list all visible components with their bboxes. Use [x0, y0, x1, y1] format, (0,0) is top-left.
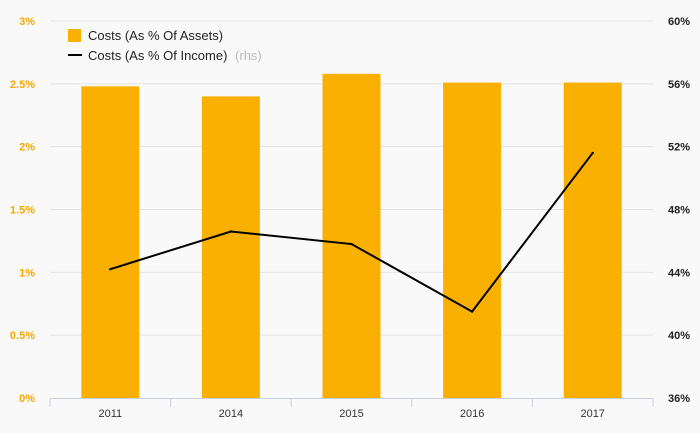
axes: 2011 2014 2015 2016 2017 0% 0.5% 1% 1.5% 2% 2.5% 3%…	[10, 16, 690, 420]
legend-swatch-bar	[68, 29, 81, 42]
x-tick-label: 2017	[580, 408, 604, 420]
bar-series	[81, 73, 622, 399]
bar	[322, 73, 381, 398]
line-point	[591, 151, 594, 155]
legend-label-line-suffix: (rhs)	[235, 48, 262, 63]
left-tick-label: 2%	[19, 142, 35, 154]
right-tick-label: 48%	[668, 205, 690, 217]
x-tick-label: 2016	[460, 408, 484, 420]
bar	[201, 96, 260, 399]
left-tick-label: 3%	[19, 16, 35, 28]
right-tick-label: 44%	[668, 267, 690, 279]
bar	[563, 82, 622, 399]
right-tick-label: 36%	[668, 393, 690, 405]
right-tick-label: 52%	[668, 142, 690, 154]
right-tick-label: 40%	[668, 330, 690, 342]
x-tick-label: 2011	[98, 408, 122, 420]
line-point	[109, 267, 112, 271]
line-point	[470, 310, 474, 313]
left-tick-label: 1.5%	[10, 205, 35, 217]
line-series	[109, 151, 594, 313]
bar	[443, 82, 502, 399]
legend: Costs (As % Of Assets) Costs (As % Of In…	[68, 28, 262, 63]
x-tick-label: 2015	[339, 408, 363, 420]
legend-label-bar: Costs (As % Of Assets)	[88, 28, 223, 43]
left-tick-label: 0.5%	[10, 330, 35, 342]
left-tick-label: 2.5%	[10, 79, 35, 91]
left-tick-label: 0%	[19, 393, 35, 405]
bar	[81, 86, 140, 398]
x-tick-label: 2014	[219, 408, 243, 420]
right-tick-label: 56%	[668, 79, 690, 91]
line-point	[229, 230, 233, 233]
line-point	[350, 242, 353, 246]
left-tick-label: 1%	[19, 267, 35, 279]
right-tick-label: 60%	[668, 16, 690, 28]
legend-label-line-name: Costs (As % Of Income)	[88, 48, 227, 63]
legend-label-line: Costs (As % Of Income) (rhs)	[88, 48, 262, 63]
